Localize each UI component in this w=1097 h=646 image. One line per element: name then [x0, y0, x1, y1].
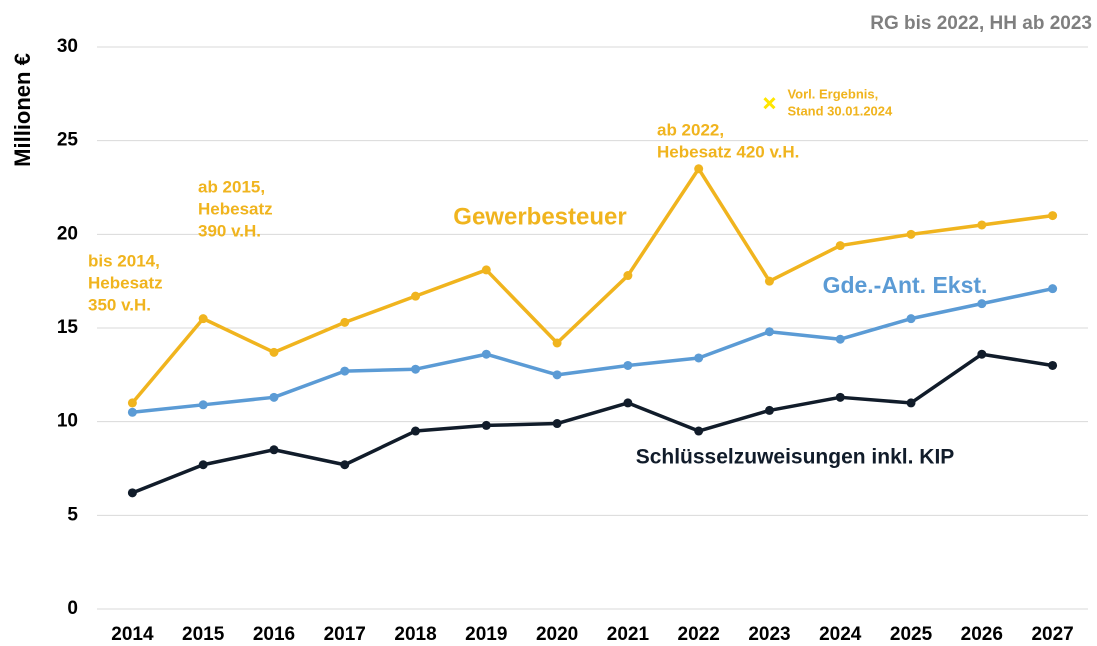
series-point [552, 338, 562, 348]
series-point [694, 426, 704, 436]
series-point [198, 314, 208, 324]
marker-x [763, 97, 776, 110]
series-line [132, 286, 1053, 415]
chart-note: RG bis 2022, HH ab 2023 [870, 13, 1092, 34]
point-label: Vorl. Ergebnis, [787, 87, 878, 102]
series-point [340, 366, 350, 376]
y-tick-label: 5 [67, 504, 78, 525]
x-tick-label: 2015 [182, 624, 225, 645]
annotation: ab 2015, [198, 177, 265, 196]
series-point [481, 265, 491, 275]
series-point [694, 353, 704, 363]
series-point [906, 314, 916, 324]
series-line [131, 352, 1053, 495]
point-label: Stand 30.01.2024 [787, 104, 893, 119]
series-point [340, 317, 350, 327]
annotation: 390 v.H. [198, 221, 261, 240]
series-point [269, 347, 279, 357]
series-point [127, 398, 137, 408]
series-point [977, 299, 987, 309]
series-point [552, 419, 562, 429]
x-tick-label: 2016 [253, 624, 295, 645]
series-point [127, 488, 137, 498]
y-tick-label: 15 [57, 317, 79, 338]
x-tick-label: 2017 [324, 624, 366, 645]
x-tick-label: 2018 [394, 624, 436, 645]
y-tick-label: 30 [57, 36, 78, 57]
series-point [1048, 211, 1058, 221]
series-point [977, 220, 987, 230]
series-point [835, 392, 845, 402]
x-tick-label: 2022 [678, 624, 720, 645]
series-point [764, 405, 774, 415]
series-line [131, 167, 1053, 405]
series-point [481, 420, 491, 430]
x-tick-label: 2024 [819, 624, 862, 645]
annotation: Hebesatz [88, 273, 163, 292]
x-tick-label: 2025 [890, 624, 933, 645]
series-point [340, 460, 350, 470]
y-tick-label: 10 [57, 411, 78, 432]
series-label: Schlüsselzuweisungen inkl. KIP [636, 446, 955, 469]
series-point [906, 398, 916, 408]
series-point [835, 334, 845, 344]
series-point [552, 370, 562, 380]
series-point [1048, 284, 1058, 294]
series-label: Gewerbesteuer [453, 203, 626, 230]
annotation: Hebesatz [198, 199, 273, 218]
x-tick-label: 2019 [465, 624, 507, 645]
series-point [198, 460, 208, 470]
y-axis-label: Millionen € [10, 53, 35, 167]
series-label: Gde.-Ant. Ekst. [823, 272, 988, 298]
annotation: 350 v.H. [88, 295, 151, 314]
series-point [481, 349, 491, 359]
annotation: Hebesatz 420 v.H. [657, 142, 799, 161]
series-point [411, 291, 421, 301]
series-point [835, 241, 845, 251]
series-point [623, 360, 633, 370]
series-point [764, 276, 774, 286]
x-tick-label: 2014 [111, 624, 154, 645]
series-point [1048, 360, 1058, 370]
y-tick-label: 20 [57, 223, 78, 244]
x-tick-label: 2021 [607, 624, 650, 645]
annotation: ab 2022, [657, 120, 724, 139]
series-point [269, 392, 279, 402]
x-tick-label: 2023 [748, 624, 790, 645]
series-point [411, 426, 421, 436]
series-point [127, 407, 137, 417]
series-point [764, 327, 774, 337]
series-point [411, 364, 421, 374]
y-tick-label: 25 [57, 130, 79, 151]
x-tick-label: 2026 [961, 624, 1003, 645]
annotation: bis 2014, [88, 251, 160, 270]
series-point [623, 271, 633, 281]
x-tick-label: 2020 [536, 624, 578, 645]
series-point [694, 164, 704, 174]
series-point [623, 398, 633, 408]
series-point [269, 445, 279, 455]
series-point [906, 229, 916, 239]
x-tick-label: 2027 [1031, 624, 1073, 645]
y-tick-label: 0 [67, 598, 78, 619]
series-point [198, 400, 208, 410]
series-point [977, 349, 987, 359]
